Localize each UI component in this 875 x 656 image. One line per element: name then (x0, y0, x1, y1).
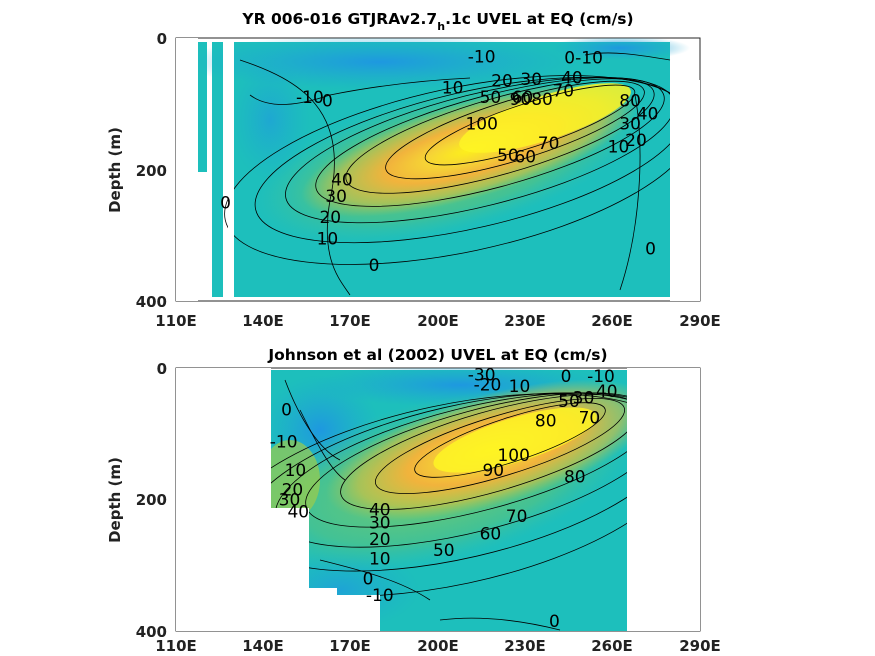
contour-label: 10 (317, 230, 339, 250)
contour-label: 0 (220, 193, 231, 213)
contour-label: 10 (442, 78, 464, 98)
contour-label: 40 (596, 382, 618, 402)
contour-label: 40 (561, 68, 583, 88)
bottom-y-axis: 0 200 400 Depth (m) (106, 360, 167, 641)
top-ytick-label: 200 (136, 162, 167, 180)
contour-label: 0 (363, 569, 374, 589)
bottom-xtick-label: 200E (417, 637, 459, 655)
top-heatmap-field (176, 38, 700, 301)
top-ytick-label: 400 (136, 293, 167, 311)
contour-label: 80 (564, 468, 586, 488)
contour-label: -10 (296, 88, 324, 108)
contour-label: 50 (497, 146, 519, 166)
top-title: YR 006-016 GTJRAv2.7h.1c UVEL at EQ (cm/… (241, 10, 633, 33)
bottom-panel: Johnson et al (2002) UVEL at EQ (cm/s) (106, 346, 721, 655)
contour-label: 70 (506, 507, 528, 527)
contour-label: 40 (287, 502, 309, 522)
contour-label: 100 (465, 115, 497, 135)
bottom-ylabel: Depth (m) (106, 457, 124, 543)
contour-label: 0 (561, 367, 572, 387)
top-xtick-label: 140E (242, 312, 284, 330)
contour-label: 20 (369, 530, 391, 550)
contour-label: 70 (552, 82, 574, 102)
contour-label: 30 (279, 491, 301, 511)
contour-label: 20 (491, 72, 513, 92)
bottom-x-axis: 110E 140E 170E 200E 230E 260E 290E (155, 637, 721, 655)
contour-label: 30 (520, 70, 542, 90)
contour-label: 20 (282, 481, 304, 501)
top-xtick-label: 200E (417, 312, 459, 330)
bottom-xtick-label: 110E (155, 637, 197, 655)
contour-label: 30 (325, 187, 347, 207)
bottom-xtick-label: 260E (591, 637, 633, 655)
top-ylabel: Depth (m) (106, 127, 124, 213)
contour-label: 40 (637, 105, 659, 125)
contour-label: 60 (512, 88, 534, 108)
bottom-xtick-label: 290E (679, 637, 721, 655)
bottom-ytick-label: 200 (136, 491, 167, 509)
top-y-axis: 0 200 400 Depth (m) (106, 30, 167, 311)
top-xtick-label: 230E (504, 312, 546, 330)
top-xtick-label: 260E (591, 312, 633, 330)
contour-label: 50 (433, 541, 455, 561)
contour-label: 20 (625, 131, 647, 151)
contour-label: 70 (538, 134, 560, 154)
contour-label: -30 (468, 366, 496, 386)
bottom-ytick-label: 0 (157, 360, 167, 378)
contour-label: 30 (619, 115, 641, 135)
contour-label: -10 (366, 586, 394, 606)
contour-label: 20 (319, 208, 341, 228)
bottom-heatmap-field (176, 368, 700, 631)
contour-label: 30 (369, 514, 391, 534)
bottom-title: Johnson et al (2002) UVEL at EQ (cm/s) (267, 346, 607, 364)
top-xtick-label: 290E (679, 312, 721, 330)
contour-label: -20 (474, 375, 502, 395)
contour-label: 0 (281, 400, 292, 420)
bottom-xtick-label: 140E (242, 637, 284, 655)
contour-label: 0 (369, 256, 380, 276)
contour-label: 80 (619, 92, 641, 112)
contour-label: 10 (369, 550, 391, 570)
contour-label: 30 (573, 389, 595, 409)
contour-label: -10 (587, 367, 615, 387)
contour-label: -10 (270, 433, 298, 453)
top-ytick-label: 0 (157, 30, 167, 48)
contour-label: 10 (509, 377, 531, 397)
contour-label: 40 (369, 500, 391, 520)
contour-label: 10 (285, 461, 307, 481)
contour-label: 100 (497, 446, 529, 466)
contour-label: 90 (482, 461, 504, 481)
top-xtick-label: 110E (155, 312, 197, 330)
contour-label: 9080 (510, 90, 553, 110)
contour-label: 50 (558, 392, 580, 412)
top-x-axis: 110E 140E 170E 200E 230E 260E 290E (155, 312, 721, 330)
bottom-xtick-label: 230E (504, 637, 546, 655)
top-panel: YR 006-016 GTJRAv2.7h.1c UVEL at EQ (cm/… (106, 10, 721, 330)
contour-label: 10 (608, 138, 630, 158)
contour-label: 0 (322, 92, 333, 112)
bottom-xtick-label: 170E (329, 637, 371, 655)
contour-label: 80 (535, 412, 557, 432)
contour-label: 60 (480, 525, 502, 545)
top-xtick-label: 170E (329, 312, 371, 330)
contour-label: 50 (480, 88, 502, 108)
contour-label: 70 (579, 408, 601, 428)
contour-label: -10 (468, 47, 496, 67)
bottom-ytick-label: 400 (136, 623, 167, 641)
contour-label: 0 (645, 239, 656, 259)
contour-label: 0-10 (564, 49, 603, 69)
contour-label: 40 (331, 170, 353, 190)
contour-label: 60 (514, 147, 536, 167)
contour-label: 0 (549, 612, 560, 632)
